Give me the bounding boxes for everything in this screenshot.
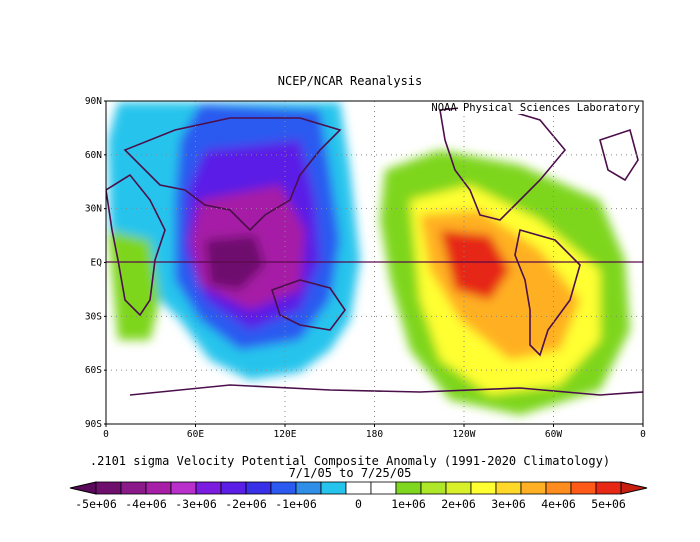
credit-box xyxy=(458,102,642,114)
colorbar-segment xyxy=(445,481,472,495)
longitude-labels: 0 60E 120E 180 120W 60W 0 xyxy=(103,424,646,440)
colorbar-label: 0 xyxy=(355,497,362,511)
colorbar-segment xyxy=(345,481,372,495)
colorbar-label: 3e+06 xyxy=(491,497,526,511)
colorbar-segment xyxy=(220,481,247,495)
colorbar-segment xyxy=(195,481,222,495)
lon-label: 180 xyxy=(366,429,383,440)
colorbar xyxy=(69,481,648,495)
colorbar-label: 4e+06 xyxy=(541,497,576,511)
lat-label: 60N xyxy=(85,150,102,161)
colorbar-label: 2e+06 xyxy=(441,497,476,511)
colorbar-segment xyxy=(420,481,447,495)
colorbar-segment xyxy=(520,481,547,495)
colorbar-segment xyxy=(545,481,572,495)
colorbar-label: 1e+06 xyxy=(391,497,426,511)
colorbar-segment xyxy=(495,481,522,495)
chart-title: NCEP/NCAR Reanalysis xyxy=(277,74,423,88)
lon-label: 60W xyxy=(545,429,562,440)
lat-label: 60S xyxy=(85,365,102,376)
colorbar-label: -1e+06 xyxy=(275,497,317,511)
lat-label: 90N xyxy=(85,96,102,107)
lat-label: EQ xyxy=(91,258,103,269)
colorbar-segment xyxy=(95,481,122,495)
lat-label: 90S xyxy=(85,419,102,430)
lon-label: 0 xyxy=(640,429,646,440)
colorbar-label: -5e+06 xyxy=(75,497,117,511)
lon-label: 120E xyxy=(274,429,297,440)
lon-label: 60E xyxy=(187,429,204,440)
colorbar-segment xyxy=(320,481,347,495)
colorbar-segment xyxy=(570,481,597,495)
colorbar-segment xyxy=(170,481,197,495)
colorbar-label: 5e+06 xyxy=(591,497,626,511)
credit-text: NOAA Physical Sciences Laboratory xyxy=(431,102,640,114)
colorbar-segment xyxy=(295,481,322,495)
colorbar-segment xyxy=(595,481,622,495)
lat-label: 30N xyxy=(85,204,102,215)
colorbar-segment xyxy=(145,481,172,495)
colorbar-segment xyxy=(370,481,397,495)
colorbar-label: -4e+06 xyxy=(125,497,167,511)
caption-line-2: 7/1/05 to 7/25/05 xyxy=(288,466,412,480)
anomaly-field xyxy=(106,102,643,415)
lat-label: 30S xyxy=(85,311,102,322)
colorbar-high-arrow xyxy=(620,481,648,495)
latitude-labels: 90N 60N 30N EQ 30S 60S 90S xyxy=(85,96,106,430)
caption-line-1: .2101 sigma Velocity Potential Composite… xyxy=(89,454,611,468)
colorbar-label: -3e+06 xyxy=(175,497,217,511)
colorbar-segment xyxy=(395,481,422,495)
colorbar-segment xyxy=(245,481,272,495)
colorbar-label: -2e+06 xyxy=(225,497,267,511)
colorbar-segment xyxy=(120,481,147,495)
lon-label: 0 xyxy=(103,429,109,440)
colorbar-segment xyxy=(270,481,297,495)
lon-label: 120W xyxy=(453,429,476,440)
colorbar-low-arrow xyxy=(69,481,97,495)
coastlines xyxy=(106,104,643,396)
colorbar-segment xyxy=(470,481,497,495)
